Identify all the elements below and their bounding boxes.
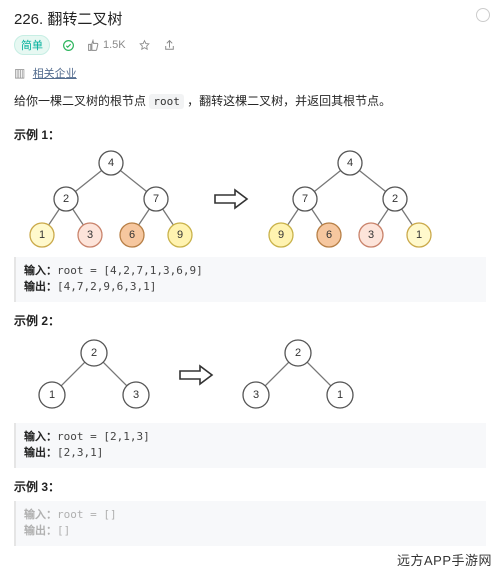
problem-description: 给你一棵二叉树的根节点 root ，翻转这棵二叉树，并返回其根节点。 — [14, 91, 486, 112]
svg-text:3: 3 — [368, 229, 374, 241]
svg-text:9: 9 — [177, 229, 183, 241]
arrow-icon — [209, 187, 253, 211]
svg-text:2: 2 — [392, 193, 398, 205]
svg-text:6: 6 — [326, 229, 332, 241]
arrow-icon — [174, 363, 218, 387]
svg-text:1: 1 — [337, 389, 343, 401]
desc-code: root — [149, 94, 184, 109]
desc-post: ，翻转这棵二叉树，并返回其根节点。 — [184, 94, 391, 108]
svg-text:3: 3 — [87, 229, 93, 241]
solved-icon — [62, 39, 75, 52]
svg-text:3: 3 — [133, 389, 139, 401]
example-title: 示例 1： — [14, 126, 486, 143]
more-circle-icon[interactable] — [476, 8, 490, 22]
svg-text:3: 3 — [253, 389, 259, 401]
examples-section: 示例 1： 4 2 7 1 3 6 9 4 7 2 9 6 3 1 输入：root = [4,2,7,1,3,… — [14, 126, 486, 546]
svg-text:7: 7 — [302, 193, 308, 205]
watermark-text: 远方APP手游网 — [397, 550, 492, 569]
svg-text:1: 1 — [49, 389, 55, 401]
tree-figure: 4 2 7 1 3 6 9 4 7 2 9 6 3 1 — [14, 149, 486, 249]
svg-text:2: 2 — [91, 347, 97, 359]
favorite-button[interactable] — [138, 39, 151, 52]
svg-text:4: 4 — [108, 157, 114, 169]
companies-link[interactable]: 相关企业 — [33, 68, 77, 80]
example-io: 输入：root = [2,1,3] 输出：[2,3,1] — [14, 423, 486, 468]
example-title: 示例 3： — [14, 478, 486, 495]
svg-text:1: 1 — [39, 229, 45, 241]
desc-pre: 给你一棵二叉树的根节点 — [14, 94, 149, 108]
svg-text:9: 9 — [278, 229, 284, 241]
likes-count: 1.5K — [103, 39, 126, 51]
meta-row: 简单 1.5K — [14, 35, 486, 55]
tags-row: ▥ 相关企业 — [14, 65, 486, 81]
svg-text:2: 2 — [295, 347, 301, 359]
svg-text:1: 1 — [416, 229, 422, 241]
building-icon: ▥ — [14, 66, 25, 80]
example-io: 输入：root = [] 输出：[] — [14, 501, 486, 546]
share-button[interactable] — [163, 39, 176, 52]
svg-text:6: 6 — [129, 229, 135, 241]
example-io: 输入：root = [4,2,7,1,3,6,9] 输出：[4,7,2,9,6,… — [14, 257, 486, 302]
likes-button[interactable]: 1.5K — [87, 39, 126, 52]
svg-text:2: 2 — [63, 193, 69, 205]
problem-container: 226. 翻转二叉树 简单 1.5K ▥ 相关企业 给你一棵二叉树的根节点 ro… — [0, 0, 500, 564]
problem-title: 226. 翻转二叉树 — [14, 8, 486, 29]
svg-text:7: 7 — [153, 193, 159, 205]
example-title: 示例 2： — [14, 312, 486, 329]
svg-text:4: 4 — [347, 157, 353, 169]
tree-figure: 2 1 3 2 3 1 — [14, 335, 486, 415]
difficulty-badge: 简单 — [14, 35, 50, 55]
